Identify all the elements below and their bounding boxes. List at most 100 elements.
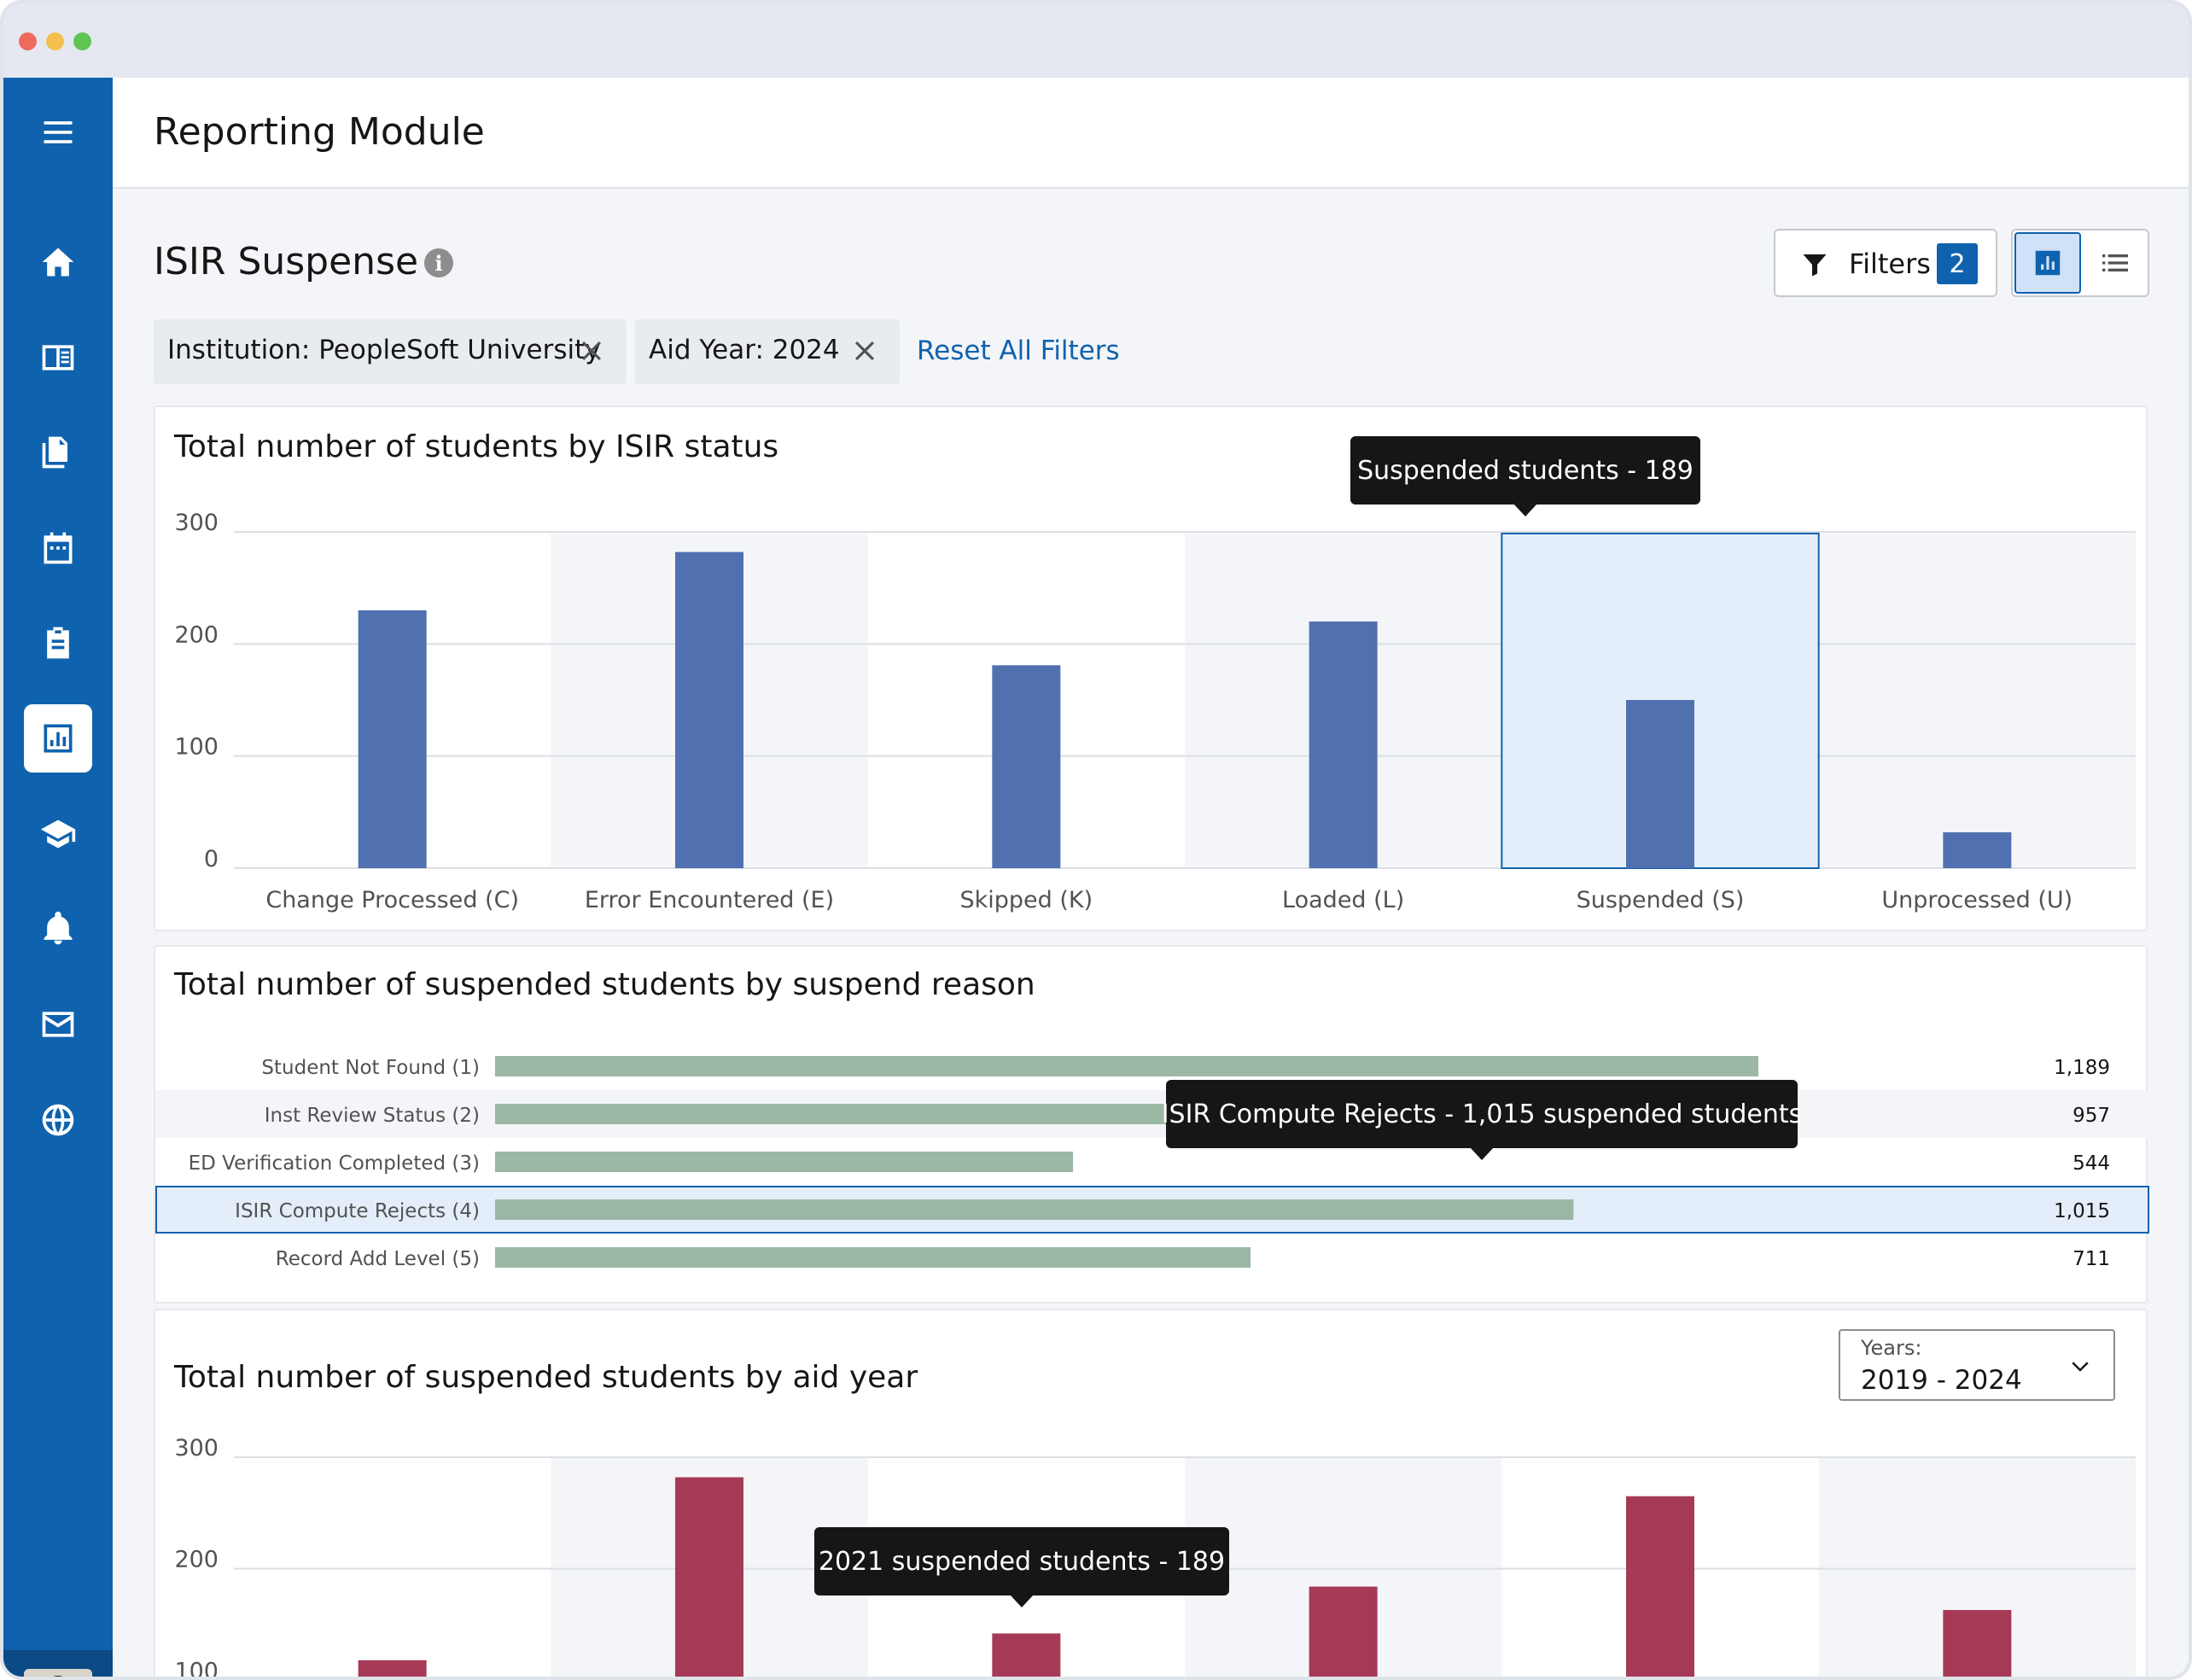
filter-chip-institution: Institution: PeopleSoft University [154,319,627,384]
sidebar-item-notifications[interactable] [24,895,92,963]
bar [992,1633,1061,1677]
sidebar [3,78,113,1677]
y-tick-label: 100 [174,734,219,761]
clipboard-icon [47,627,69,659]
chart-view-button[interactable] [2014,232,2081,294]
card-title: Total number of suspended students by su… [174,967,1035,1002]
tooltip-text: 2021 suspended students - 189 [818,1546,1226,1577]
isir-status-card: Total number of students by ISIR status … [154,405,2148,931]
sidebar-item-documents[interactable] [24,418,92,487]
bar [358,610,427,868]
reset-all-filters-link[interactable]: Reset All Filters [917,335,1120,366]
value-label: 1,189 [2054,1057,2110,1079]
bar [1309,621,1378,868]
y-tick-label: 300 [174,510,219,536]
info-icon[interactable]: i [424,248,453,277]
bar [675,1477,743,1677]
bar [992,665,1061,868]
y-tick-label: 200 [174,621,219,648]
sidebar-item-academics[interactable] [24,800,92,868]
column-shade [1818,532,2136,868]
x-tick-label: Loaded (L) [1282,887,1404,913]
isir-status-chart: 0 100 200 300 Change Processed (C) Error Enco… [174,510,2136,913]
page-title: ISIR Suspense [154,240,419,283]
sidebar-item-global[interactable] [24,1086,92,1154]
x-tick-label: Skipped (K) [959,887,1093,913]
filter-chip-label: Institution: PeopleSoft University [167,335,601,365]
aid-year-card: Total number of suspended students by ai… [154,1309,2148,1680]
bar [1943,1610,2012,1677]
globe-icon [42,1104,74,1136]
documents-icon [42,436,67,469]
sidebar-item-catalog[interactable] [24,324,92,392]
chart-tooltip: 2021 suspended students - 189 [814,1527,1229,1607]
chevron-down-icon [2072,1362,2089,1372]
book-icon [42,345,74,370]
filter-icon [1803,254,1827,277]
sidebar-item-messages[interactable] [24,990,92,1059]
y-tick-label: 100 [174,1658,219,1680]
notification-icon [44,911,73,945]
value-label: 544 [2072,1152,2110,1175]
list-icon [2102,254,2128,271]
filter-chip-aid-year: Aid Year: 2024 [635,319,900,384]
list-view-button[interactable] [2083,232,2148,294]
calendar-icon [44,532,73,564]
menu-icon [44,121,73,143]
category-label: Inst Review Status (2) [265,1105,480,1127]
home-icon [42,248,74,277]
avatar[interactable] [24,1669,92,1677]
report-icon [44,724,73,753]
card-title: Total number of students by ISIR status [174,429,779,464]
filters-count-badge: 2 [1937,243,1978,284]
x-tick-label: Suspended (S) [1577,887,1745,913]
tooltip-text: Suspended students - 189 [1357,455,1694,486]
bar [1309,1586,1378,1677]
suspend-reason-card: Total number of suspended students by su… [154,945,2149,1304]
y-tick-label: 200 [174,1547,219,1573]
maximize-window-button[interactable] [73,32,91,50]
y-tick-label: 0 [204,846,219,872]
value-label: 711 [2072,1248,2110,1270]
tooltip-text: ISIR Compute Rejects - 1,015 suspended s… [1161,1099,1803,1129]
close-icon[interactable] [850,336,879,365]
app-title: Reporting Module [154,110,485,154]
x-tick-label: Unprocessed (U) [1881,887,2072,913]
chart-tooltip: Suspended students - 189 [1350,436,1700,516]
close-window-button[interactable] [19,32,37,50]
filters-label: Filters [1849,248,1931,280]
bar [358,1660,427,1677]
x-tick-label: Change Processed (C) [265,887,519,913]
close-icon[interactable] [577,336,606,365]
bar [1943,831,2012,868]
suspend-reason-chart: Student Not Found (1) 1,189 Inst Review St… [155,1056,2149,1270]
sidebar-item-home[interactable] [24,228,92,296]
sidebar-item-tasks[interactable] [24,609,92,677]
aid-year-chart: 100 200 300 [174,1435,2136,1680]
menu-button[interactable] [24,98,92,166]
filters-button[interactable]: Filters 2 [1774,229,1997,297]
graduation-cap-icon [40,820,76,849]
sidebar-item-calendar[interactable] [24,514,92,582]
main-content: Reporting Module ISIR Suspense i Filters… [113,78,2189,1680]
bar [1626,1496,1694,1677]
x-tick-label: Error Encountered (E) [585,887,834,913]
years-label: Years: [1861,1336,1922,1360]
bar [495,1152,1074,1172]
view-toggle [2011,229,2149,297]
minimize-window-button[interactable] [46,32,64,50]
years-dropdown[interactable]: Years: 2019 - 2024 [1839,1329,2115,1401]
window-titlebar [3,3,2189,78]
category-label: Record Add Level (5) [276,1248,480,1270]
value-label: 1,015 [2054,1200,2110,1222]
bar [495,1247,1251,1268]
chart-icon [2035,250,2061,276]
category-label: Student Not Found (1) [261,1057,480,1079]
value-label: 957 [2072,1105,2110,1127]
chart-tooltip: ISIR Compute Rejects - 1,015 suspended s… [1162,1080,1802,1160]
sidebar-item-reporting[interactable] [24,704,92,773]
card-title: Total number of suspended students by ai… [174,1360,918,1395]
category-label: ISIR Compute Rejects (4) [235,1200,480,1222]
highlighted-row [155,1186,2149,1234]
